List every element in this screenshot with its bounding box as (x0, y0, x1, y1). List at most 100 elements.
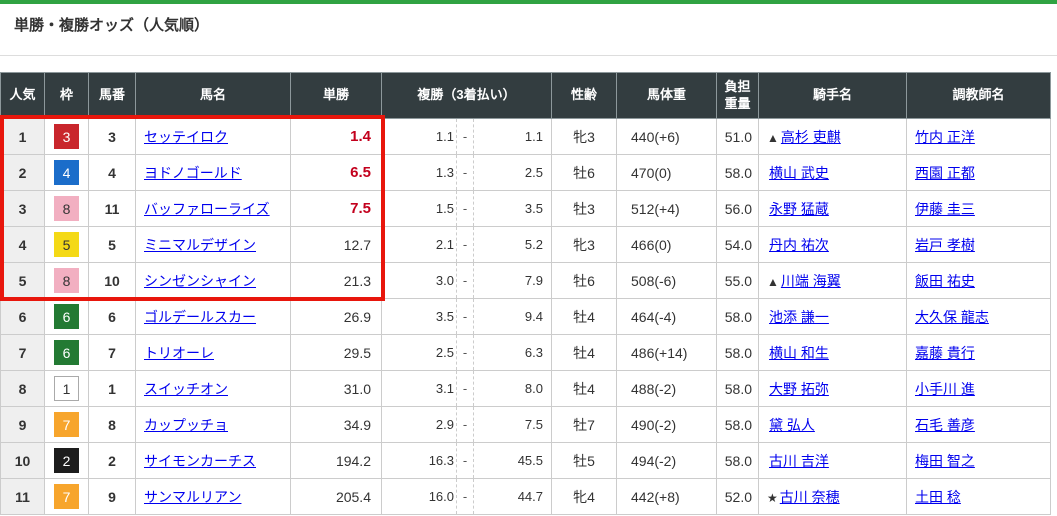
jockey-cell: 大野 拓弥 (758, 370, 907, 407)
trainer-cell: 石毛 善彦 (906, 406, 1051, 443)
trainer-link[interactable]: 伊藤 圭三 (915, 200, 975, 217)
trainer-link[interactable]: 西園 正都 (915, 164, 975, 181)
trainer-link[interactable]: 石毛 善彦 (915, 416, 975, 433)
place-odds-high: 7.5 (524, 417, 543, 432)
frame-cell: 8 (44, 190, 89, 227)
rank-cell: 1 (0, 118, 45, 155)
horse-number-cell: 10 (88, 262, 136, 299)
place-odds-low: 1.1 (435, 129, 454, 144)
place-odds-range: 1.1 - 1.1 (382, 119, 551, 154)
frame-cell: 8 (44, 262, 89, 299)
horse-name-link[interactable]: スイッチオン (144, 380, 228, 397)
frame-cell: 1 (44, 370, 89, 407)
trainer-link[interactable]: 梅田 智之 (915, 452, 975, 469)
load-weight-cell: 55.0 (716, 262, 759, 299)
title-divider (0, 55, 1057, 56)
horse-name-link[interactable]: サイモンカーチス (144, 452, 256, 469)
table-row: 5 8 10 シンゼンシャイン 21.3 3.0 - 7.9 牡6 508(-6… (0, 262, 1051, 299)
frame-badge: 3 (54, 124, 79, 149)
trainer-cell: 飯田 祐史 (906, 262, 1051, 299)
sex-age-cell: 牝4 (551, 478, 617, 515)
table-row: 8 1 1 スイッチオン 31.0 3.1 - 8.0 牡4 488(-2) 5… (0, 370, 1051, 407)
trainer-link[interactable]: 飯田 祐史 (915, 272, 975, 289)
table-row: 1 3 3 セッテイロク 1.4 1.1 - 1.1 牝3 440(+6) 51… (0, 118, 1051, 155)
jockey-link[interactable]: 丹内 祐次 (769, 236, 829, 253)
jockey-link[interactable]: 横山 和生 (769, 344, 829, 361)
jockey-link[interactable]: 川端 海翼 (780, 272, 841, 289)
rank-cell: 6 (0, 298, 45, 335)
trainer-link[interactable]: 岩戸 孝樹 (915, 236, 975, 253)
jockey-link[interactable]: 古川 奈穂 (779, 488, 840, 505)
jockey-link[interactable]: 池添 謙一 (769, 308, 829, 325)
apprentice-mark: ▲ (767, 130, 779, 145)
place-odds-high: 2.5 (524, 165, 543, 180)
place-odds-separator: - (456, 227, 474, 262)
win-odds-cell: 26.9 (290, 298, 382, 335)
jockey-link[interactable]: 黛 弘人 (769, 416, 815, 433)
place-odds-separator: - (456, 371, 474, 406)
horse-name-link[interactable]: バッファローライズ (144, 200, 270, 217)
horse-name-link[interactable]: ヨドノゴールド (144, 164, 242, 181)
trainer-link[interactable]: 土田 稔 (915, 488, 961, 505)
place-odds-low: 16.3 (428, 453, 454, 468)
horse-name-link[interactable]: ミニマルデザイン (144, 236, 256, 253)
header-rank: 人気 (0, 72, 45, 119)
sex-age-cell: 牡7 (551, 406, 617, 443)
jockey-cell: ★ 古川 奈穂 (758, 478, 907, 515)
horse-name-link[interactable]: ゴルデールスカー (144, 308, 256, 325)
header-sex-age: 性齢 (551, 72, 617, 119)
place-odds-separator: - (456, 335, 474, 370)
top-accent-bar (0, 0, 1057, 4)
win-odds-cell: 6.5 (290, 154, 382, 191)
table-row: 2 4 4 ヨドノゴールド 6.5 1.3 - 2.5 牡6 470(0) 58… (0, 154, 1051, 191)
jockey-link[interactable]: 高杉 吏麒 (780, 128, 841, 145)
load-weight-cell: 51.0 (716, 118, 759, 155)
place-odds-low: 16.0 (428, 489, 454, 504)
load-weight-cell: 58.0 (716, 154, 759, 191)
sex-age-cell: 牝3 (551, 226, 617, 263)
horse-name-link[interactable]: トリオーレ (144, 344, 214, 361)
trainer-link[interactable]: 大久保 龍志 (915, 308, 989, 325)
win-odds-value: 194.2 (335, 452, 371, 469)
horse-name-cell: ゴルデールスカー (135, 298, 291, 335)
horse-name-cell: セッテイロク (135, 118, 291, 155)
horse-name-link[interactable]: セッテイロク (144, 128, 228, 145)
trainer-link[interactable]: 竹内 正洋 (915, 128, 975, 145)
place-odds-cell: 16.3 - 45.5 (381, 442, 552, 479)
horse-number-cell: 9 (88, 478, 136, 515)
win-odds-cell: 34.9 (290, 406, 382, 443)
horse-name-link[interactable]: シンゼンシャイン (144, 272, 256, 289)
win-odds-value: 21.3 (343, 272, 371, 289)
jockey-link[interactable]: 横山 武史 (769, 164, 829, 181)
trainer-cell: 岩戸 孝樹 (906, 226, 1051, 263)
jockey-cell: 古川 吉洋 (758, 442, 907, 479)
place-odds-cell: 1.1 - 1.1 (381, 118, 552, 155)
jockey-cell: 池添 謙一 (758, 298, 907, 335)
odds-table-wrap: 人気 枠 馬番 馬名 単勝 複勝（3着払い） 性齢 馬体重 負担重量 騎手名 調… (0, 72, 1051, 515)
jockey-link[interactable]: 古川 吉洋 (769, 452, 829, 469)
sex-age-cell: 牡3 (551, 190, 617, 227)
trainer-link[interactable]: 嘉藤 貴行 (915, 344, 975, 361)
table-row: 3 8 11 バッファローライズ 7.5 1.5 - 3.5 牡3 512(+4… (0, 190, 1051, 227)
jockey-cell: 永野 猛蔵 (758, 190, 907, 227)
frame-badge: 7 (54, 412, 79, 437)
frame-badge: 8 (54, 196, 79, 221)
trainer-link[interactable]: 小手川 進 (915, 380, 975, 397)
frame-badge: 1 (54, 376, 79, 401)
place-odds-cell: 2.1 - 5.2 (381, 226, 552, 263)
jockey-link[interactable]: 永野 猛蔵 (769, 200, 829, 217)
place-odds-cell: 2.5 - 6.3 (381, 334, 552, 371)
win-odds-cell: 1.4 (290, 118, 382, 155)
place-odds-range: 2.1 - 5.2 (382, 227, 551, 262)
rank-cell: 8 (0, 370, 45, 407)
place-odds-low: 2.9 (435, 417, 454, 432)
trainer-cell: 大久保 龍志 (906, 298, 1051, 335)
header-place-odds: 複勝（3着払い） (381, 72, 552, 119)
header-load-weight: 負担重量 (716, 72, 759, 119)
sex-age-cell: 牡4 (551, 298, 617, 335)
horse-name-link[interactable]: サンマルリアン (144, 488, 242, 505)
table-row: 9 7 8 カップッチョ 34.9 2.9 - 7.5 牡7 490(-2) 5… (0, 406, 1051, 443)
horse-name-link[interactable]: カップッチョ (144, 416, 228, 433)
sex-age-cell: 牡4 (551, 334, 617, 371)
jockey-link[interactable]: 大野 拓弥 (769, 380, 829, 397)
